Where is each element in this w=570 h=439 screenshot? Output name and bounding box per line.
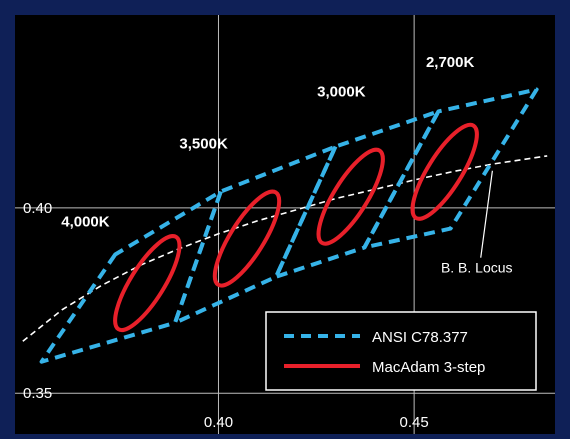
x-tick-label-1: 0.45 bbox=[400, 414, 429, 431]
y-tick-label-1: 0.35 bbox=[23, 385, 52, 402]
cct-label-3: 2,700K bbox=[426, 54, 475, 71]
cct-label-2: 3,000K bbox=[317, 84, 366, 101]
locus-layer bbox=[22, 155, 548, 342]
bb-locus-curve bbox=[22, 155, 548, 342]
macadam-ellipse-3000k bbox=[316, 147, 385, 246]
cct-label-1: 3,500K bbox=[179, 135, 228, 152]
macadam-ellipse-4000k bbox=[113, 234, 182, 333]
legend-label-macadam: MacAdam 3-step bbox=[372, 359, 485, 376]
tick-label-layer: 0.40 0.45 0.40 0.35 bbox=[23, 200, 429, 431]
legend-label-ansi: ANSI C78.377 bbox=[372, 329, 468, 346]
cct-label-0: 4,000K bbox=[61, 213, 110, 230]
legend: ANSI C78.377 MacAdam 3-step bbox=[265, 311, 537, 391]
macadam-ellipse-3500k bbox=[212, 189, 282, 288]
ansi-quadrangle-3500k bbox=[173, 144, 338, 325]
macadam-ellipses-layer bbox=[113, 122, 479, 333]
x-tick-label-0: 0.40 bbox=[204, 414, 233, 431]
macadam-ellipse-2700k bbox=[410, 122, 479, 221]
ansi-quadrangle-2700k bbox=[362, 87, 539, 250]
y-tick-label-0: 0.40 bbox=[23, 200, 52, 217]
ansi-quadrangles-layer bbox=[39, 87, 539, 364]
annotation-layer: 4,000K 3,500K 3,000K 2,700K B. B. Locus bbox=[61, 54, 512, 276]
bb-locus-label: B. B. Locus bbox=[441, 260, 513, 276]
bb-locus-pointer bbox=[480, 170, 493, 258]
legend-box bbox=[265, 311, 537, 391]
